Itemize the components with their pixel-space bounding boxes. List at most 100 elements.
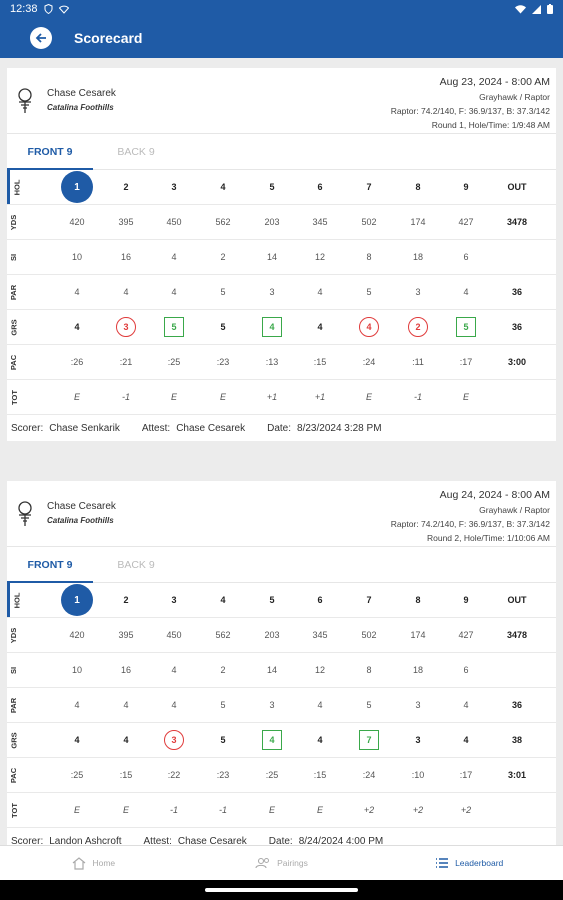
cell-yds-2: 395	[118, 630, 134, 640]
back-arrow-icon	[35, 33, 46, 43]
row-yds: YDS 420 395 450 562 203 345 502 174 427 3478	[7, 618, 556, 653]
round-date: Aug 23, 2024 - 8:00 AM	[439, 76, 550, 88]
cell-si-out	[497, 653, 537, 687]
cell-hol-6[interactable]: 6	[317, 182, 323, 192]
back-button[interactable]	[30, 27, 52, 49]
cell-hol-1[interactable]: 1	[57, 583, 97, 617]
scorer-name: Landon Ashcroft	[49, 835, 122, 847]
cell-pac-4: :23	[216, 770, 230, 780]
cell-hol-3[interactable]: 3	[171, 182, 177, 192]
cell-yds-5: 203	[264, 630, 280, 640]
gesture-handle[interactable]	[205, 888, 358, 892]
cell-tot-6: E	[316, 805, 323, 815]
bogey-marker: 4	[262, 730, 282, 750]
tab-front-9[interactable]: FRONT 9	[7, 547, 93, 583]
cell-hol-5[interactable]: 5	[269, 595, 275, 605]
cell-tot-7: E	[365, 392, 372, 402]
attest-name: Chase Cesarek	[176, 422, 246, 434]
course-name: Catalina Foothills	[47, 516, 114, 525]
wifi-icon	[58, 5, 69, 14]
cell-hol-6[interactable]: 6	[317, 595, 323, 605]
cell-hol-8[interactable]: 8	[415, 182, 421, 192]
cell-hol-2[interactable]: 2	[123, 182, 129, 192]
attest-label: Attest:	[141, 422, 171, 434]
cell-par-6: 4	[317, 287, 323, 297]
wifi-icon	[515, 4, 526, 13]
cell-par-8: 3	[415, 287, 421, 297]
cell-pac-9: :17	[459, 357, 473, 367]
cell-hol-5[interactable]: 5	[269, 182, 275, 192]
battery-icon	[547, 4, 553, 14]
nav-home-label: Home	[92, 858, 116, 868]
cell-si-9: 6	[463, 252, 469, 262]
current-hole[interactable]: 1	[61, 171, 93, 203]
cell-si-4: 2	[220, 665, 226, 675]
cell-hol-4[interactable]: 4	[220, 182, 226, 192]
cell-tot-5: +1	[266, 392, 278, 402]
cell-hol-out[interactable]: OUT	[507, 182, 527, 192]
birdie-marker: 3	[164, 730, 184, 750]
bogey-marker: 5	[456, 317, 476, 337]
cell-hol-7[interactable]: 7	[366, 595, 372, 605]
row-label: TOT	[9, 802, 19, 818]
tees-info: Grayhawk / Raptor	[479, 505, 550, 515]
player-name: Chase Cesarek	[47, 501, 116, 512]
cell-grs-9: 4	[463, 735, 469, 745]
club-logo-icon	[18, 501, 32, 526]
cell-tot-1: E	[73, 392, 80, 402]
cell-yds-2: 395	[118, 217, 134, 227]
course-ratings: Raptor: 74.2/140, F: 36.9/137, B: 37.3/1…	[390, 519, 550, 529]
row-par: PAR 4 4 4 5 3 4 5 3 4 36	[7, 688, 556, 723]
cell-si-1: 10	[71, 252, 82, 262]
current-hole[interactable]: 1	[61, 584, 93, 616]
row-label: TOT	[9, 389, 19, 405]
cell-yds-out: 3478	[506, 217, 528, 227]
cell-tot-5: E	[268, 805, 275, 815]
bogey-marker: 4	[262, 317, 282, 337]
cell-si-6: 12	[314, 665, 325, 675]
round-meta: Aug 23, 2024 - 8:00 AM Grayhawk / Raptor R…	[391, 74, 550, 132]
cell-hol-9[interactable]: 9	[463, 595, 469, 605]
cell-yds-6: 345	[312, 630, 328, 640]
cell-si-4: 2	[220, 252, 226, 262]
cell-hol-8[interactable]: 8	[415, 595, 421, 605]
cell-par-2: 4	[123, 700, 129, 710]
scorecard-header: Chase Cesarek Catalina Foothills Aug 23, 2…	[7, 68, 556, 134]
cell-par-3: 4	[171, 287, 177, 297]
cell-par-8: 3	[415, 700, 421, 710]
cell-tot-9: E	[462, 392, 469, 402]
row-label: YDS	[9, 214, 19, 230]
nav-leaderboard-label: Leaderboard	[455, 858, 504, 868]
row-label: GRS	[9, 731, 19, 749]
tab-front-9[interactable]: FRONT 9	[7, 134, 93, 170]
cell-hol-9[interactable]: 9	[463, 182, 469, 192]
cell-hol-2[interactable]: 2	[123, 595, 129, 605]
row-label: HOL	[7, 583, 23, 617]
cell-hol-out[interactable]: OUT	[507, 595, 527, 605]
cell-grs-1: 4	[74, 735, 80, 745]
nav-leaderboard[interactable]: Leaderboard	[375, 846, 563, 880]
cell-pac-1: :26	[70, 357, 84, 367]
tab-back-9[interactable]: BACK 9	[117, 146, 155, 158]
cell-hol-1[interactable]: 1	[57, 170, 97, 204]
birdie-marker: 4	[359, 317, 379, 337]
course-ratings: Raptor: 74.2/140, F: 36.9/137, B: 37.3/1…	[390, 106, 550, 116]
cell-grs-1: 4	[74, 322, 80, 332]
nav-home[interactable]: Home	[0, 846, 188, 880]
cell-hol-7[interactable]: 7	[366, 182, 372, 192]
nav-pairings[interactable]: Pairings	[188, 846, 376, 880]
cell-si-5: 14	[266, 665, 277, 675]
cell-tot-8: +2	[412, 805, 424, 815]
tab-back-9[interactable]: BACK 9	[117, 559, 155, 571]
cell-par-1: 4	[74, 700, 80, 710]
row-label: YDS	[9, 627, 19, 643]
signal-icon	[532, 4, 541, 14]
row-label: GRS	[9, 318, 19, 336]
cell-pac-9: :17	[459, 770, 473, 780]
cell-hol-3[interactable]: 3	[171, 595, 177, 605]
row-tot: TOT E -1 E E +1 +1 E -1 E	[7, 380, 556, 415]
score-grid: HOL 1 2 3 4 5 6 7 8 9 OUT YDS 420 395 450 562 203 345 502 1…	[7, 170, 556, 415]
cell-hol-4[interactable]: 4	[220, 595, 226, 605]
attest-name: Chase Cesarek	[177, 835, 247, 847]
cell-yds-1: 420	[69, 630, 85, 640]
